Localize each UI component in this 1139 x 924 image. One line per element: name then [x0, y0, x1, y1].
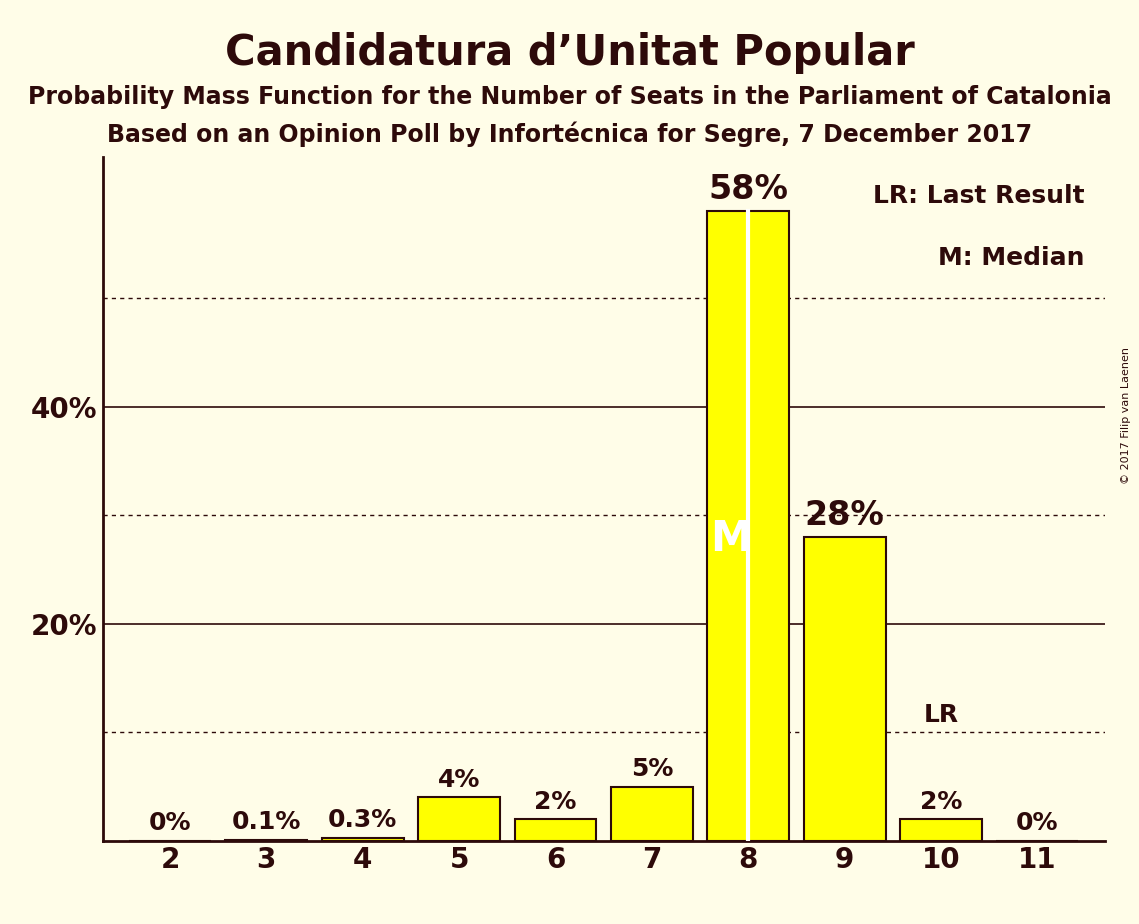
Bar	[804, 537, 886, 841]
Text: 28%: 28%	[805, 499, 885, 531]
Bar	[611, 786, 693, 841]
Text: 0%: 0%	[1016, 811, 1058, 835]
Bar	[226, 840, 308, 841]
Text: 5%: 5%	[631, 757, 673, 781]
Bar	[515, 820, 597, 841]
Text: 0%: 0%	[149, 811, 191, 835]
Text: LR: LR	[924, 703, 959, 727]
Bar	[418, 797, 500, 841]
Text: 2%: 2%	[920, 790, 962, 814]
Bar	[707, 212, 789, 841]
Bar	[900, 820, 982, 841]
Text: © 2017 Filip van Laenen: © 2017 Filip van Laenen	[1121, 347, 1131, 484]
Text: 2%: 2%	[534, 790, 576, 814]
Text: M: M	[710, 517, 752, 560]
Text: 58%: 58%	[708, 173, 788, 206]
Text: M: Median: M: Median	[939, 246, 1084, 270]
Text: 0.3%: 0.3%	[328, 808, 398, 833]
Text: Based on an Opinion Poll by Infortécnica for Segre, 7 December 2017: Based on an Opinion Poll by Infortécnica…	[107, 122, 1032, 148]
Bar	[322, 837, 403, 841]
Text: Probability Mass Function for the Number of Seats in the Parliament of Catalonia: Probability Mass Function for the Number…	[27, 85, 1112, 109]
Text: LR: Last Result: LR: Last Result	[874, 185, 1084, 209]
Text: Candidatura d’Unitat Popular: Candidatura d’Unitat Popular	[224, 32, 915, 74]
Text: 4%: 4%	[437, 768, 481, 792]
Text: 0.1%: 0.1%	[231, 810, 301, 834]
